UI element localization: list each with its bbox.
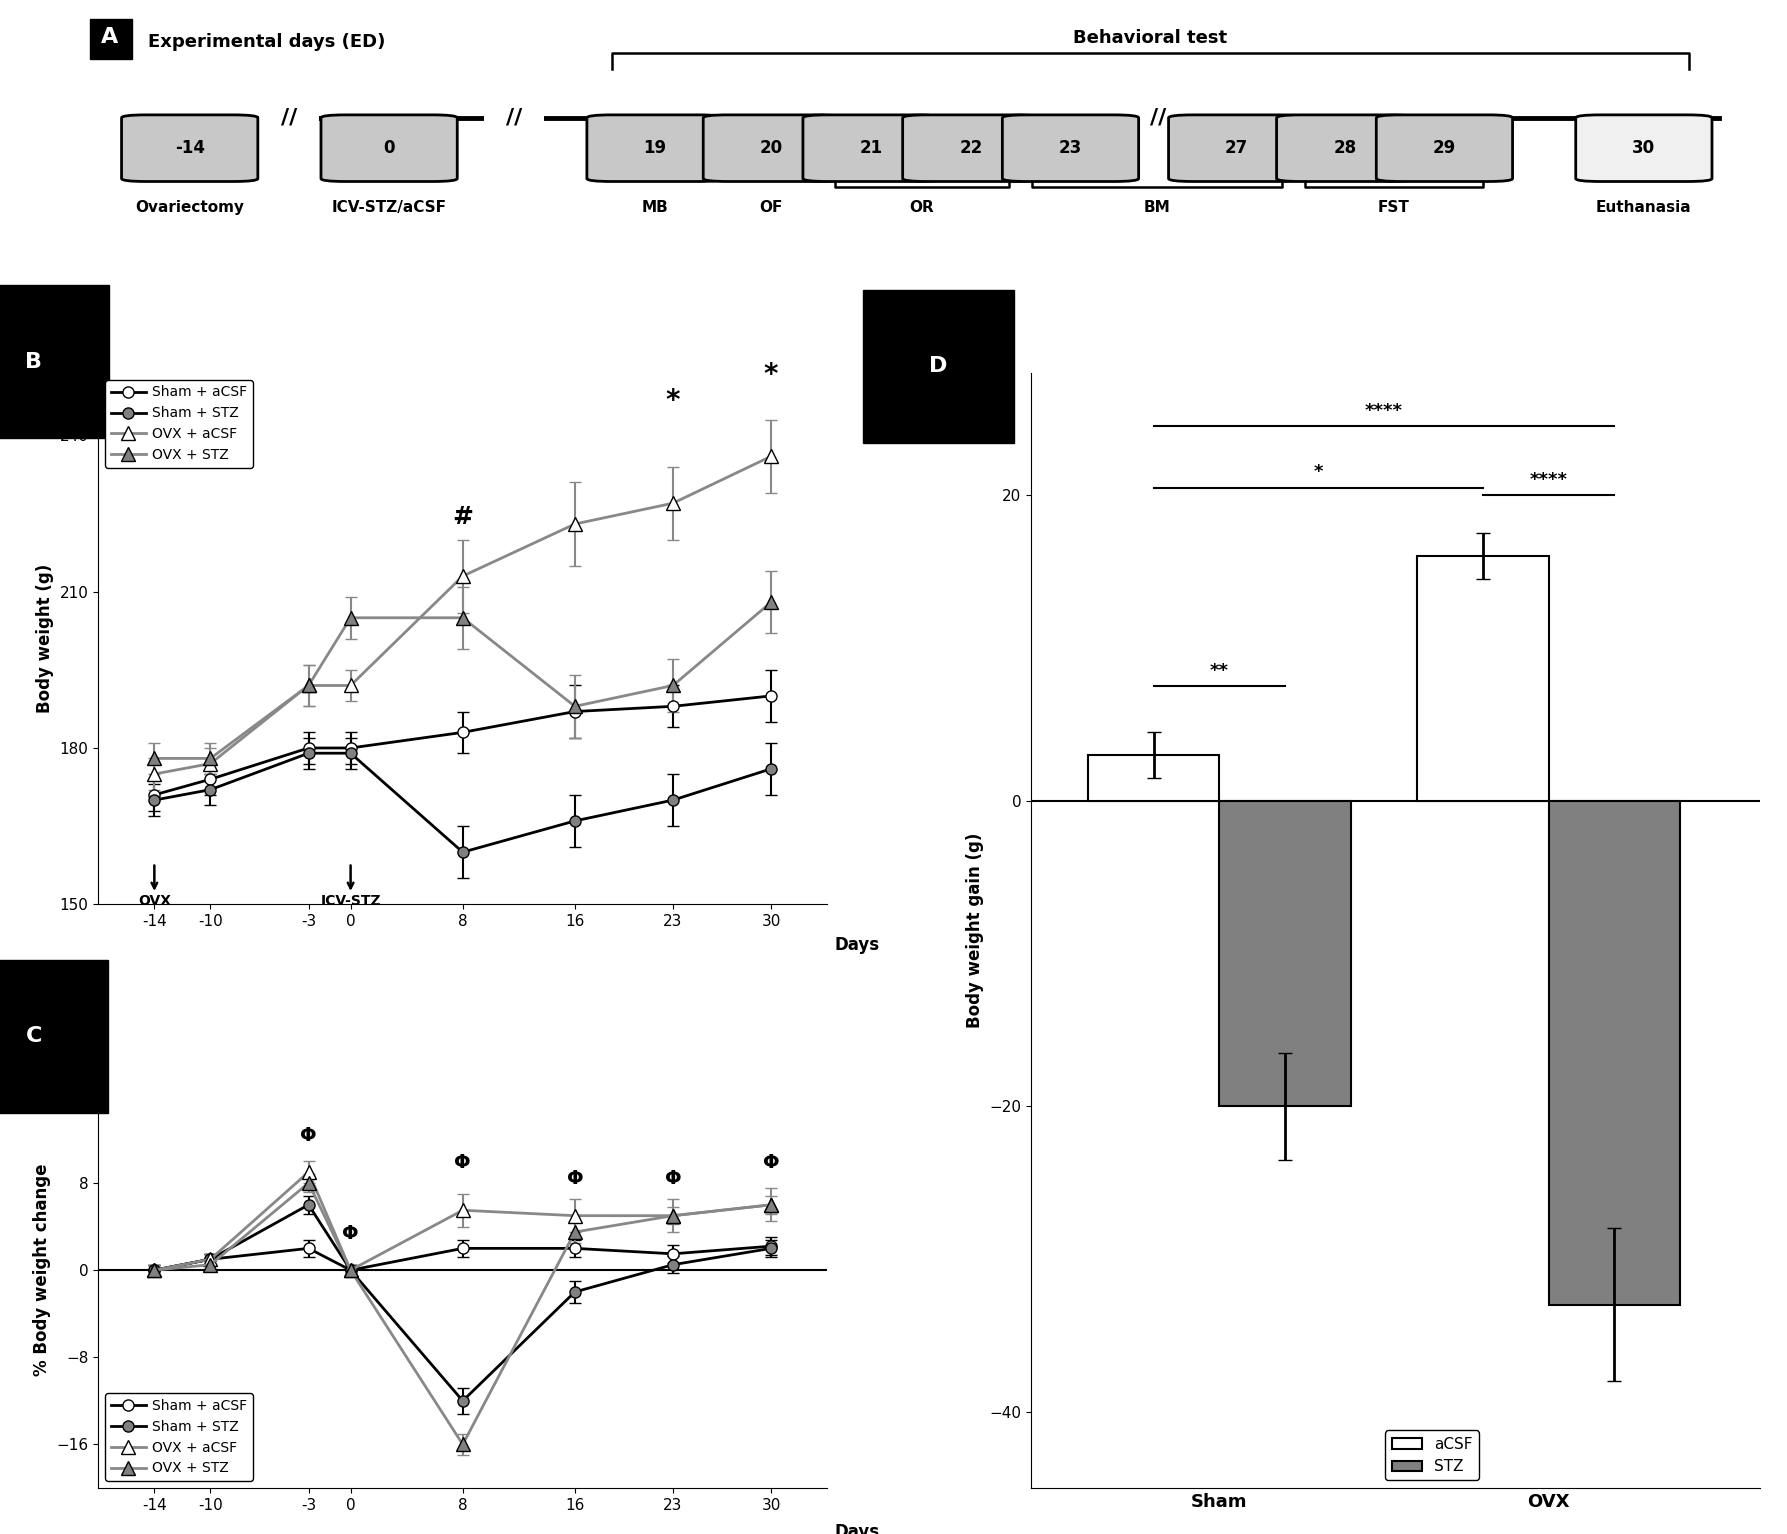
Y-axis label: Body weight gain (g): Body weight gain (g) [967,833,985,1028]
Text: //: // [506,107,522,127]
Legend: Sham + aCSF, Sham + STZ, OVX + aCSF, OVX + STZ: Sham + aCSF, Sham + STZ, OVX + aCSF, OVX… [105,1393,254,1480]
Bar [1219,801,1351,1106]
Text: //: // [1151,107,1167,127]
Text: MB: MB [642,199,668,215]
Text: 23: 23 [1060,140,1083,156]
Y-axis label: % Body weight change: % Body weight change [32,1164,50,1376]
FancyBboxPatch shape [586,115,724,181]
Text: FST: FST [1378,199,1410,215]
Text: Behavioral test: Behavioral test [1074,29,1228,48]
Bar [484,94,543,143]
FancyBboxPatch shape [1169,115,1305,181]
Text: Ovariectomy: Ovariectomy [136,199,245,215]
Text: 21: 21 [860,140,883,156]
Text: **: ** [1210,663,1229,680]
Text: ICV-STZ: ICV-STZ [320,894,381,908]
Text: D: D [929,356,947,376]
Bar [1417,557,1549,801]
Text: ****: **** [1365,402,1403,420]
Text: -14: -14 [175,140,206,156]
Bar [259,94,320,143]
FancyBboxPatch shape [802,115,940,181]
Text: Days: Days [835,936,879,954]
FancyBboxPatch shape [322,115,457,181]
Text: *: * [1313,463,1322,482]
Text: Φ: Φ [454,1154,472,1172]
Text: Days: Days [835,1523,879,1534]
Text: BM: BM [1144,199,1170,215]
Bar [1088,755,1219,801]
Text: Φ: Φ [763,1154,779,1172]
Text: ****: **** [1530,471,1567,489]
Text: 0: 0 [384,140,395,156]
FancyBboxPatch shape [1576,115,1712,181]
Text: Φ: Φ [665,1169,681,1189]
FancyBboxPatch shape [122,115,257,181]
FancyBboxPatch shape [902,115,1038,181]
Text: Φ: Φ [566,1169,583,1189]
Text: #: # [452,505,474,529]
FancyBboxPatch shape [1003,115,1138,181]
FancyBboxPatch shape [1276,115,1414,181]
FancyBboxPatch shape [1376,115,1512,181]
FancyBboxPatch shape [704,115,840,181]
Text: 20: 20 [759,140,783,156]
Text: 29: 29 [1433,140,1456,156]
Text: OVX: OVX [138,894,172,908]
Text: Euthanasia: Euthanasia [1596,199,1692,215]
Text: 22: 22 [960,140,983,156]
Text: *: * [667,387,681,414]
Text: C: C [25,1026,41,1046]
Legend: aCSF, STZ: aCSF, STZ [1385,1431,1480,1480]
Text: *: * [763,360,779,388]
Text: 30: 30 [1632,140,1655,156]
Text: OF: OF [759,199,783,215]
Text: B: B [25,351,43,371]
Text: //: // [281,107,297,127]
Bar [1549,801,1680,1305]
Text: Φ: Φ [300,1126,316,1144]
Text: OR: OR [910,199,935,215]
Text: Φ: Φ [343,1224,359,1243]
Bar [1129,94,1188,143]
Text: ICV-STZ/aCSF: ICV-STZ/aCSF [332,199,447,215]
Text: 27: 27 [1226,140,1249,156]
Text: A: A [102,28,118,48]
Y-axis label: Body weight (g): Body weight (g) [36,565,54,713]
Legend: Sham + aCSF, Sham + STZ, OVX + aCSF, OVX + STZ: Sham + aCSF, Sham + STZ, OVX + aCSF, OVX… [105,380,254,468]
Text: 19: 19 [643,140,667,156]
Text: 28: 28 [1333,140,1356,156]
Text: Experimental days (ED): Experimental days (ED) [148,34,386,51]
FancyBboxPatch shape [89,18,132,60]
